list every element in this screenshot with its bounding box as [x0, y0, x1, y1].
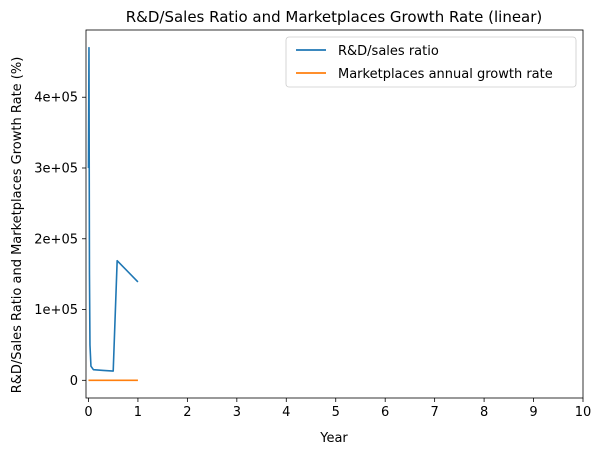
- legend-label-rd-sales: R&D/sales ratio: [338, 44, 439, 59]
- y-axis-ticks: 0 1e+05 2e+05 3e+05 4e+05: [34, 91, 86, 389]
- legend: R&D/sales ratio Marketplaces annual grow…: [285, 36, 577, 88]
- plot-area: [85, 29, 584, 399]
- x-tick-label: 10: [575, 405, 592, 420]
- x-tick-label: 7: [431, 405, 439, 420]
- x-tick-label: 3: [233, 405, 241, 420]
- x-tick-label: 0: [84, 405, 92, 420]
- legend-label-marketplaces-growth: Marketplaces annual growth rate: [338, 67, 553, 82]
- y-tick-label: 2e+05: [34, 232, 78, 247]
- plot-frame: [85, 29, 584, 399]
- y-tick-label: 0: [70, 374, 78, 389]
- x-tick-label: 2: [183, 405, 191, 420]
- x-tick-label: 5: [332, 405, 340, 420]
- x-tick-label: 9: [529, 405, 537, 420]
- y-tick-label: 3e+05: [34, 162, 78, 177]
- x-tick-label: 6: [381, 405, 389, 420]
- x-tick-label: 1: [134, 405, 142, 420]
- x-axis-label: Year: [319, 431, 348, 446]
- x-axis-ticks: 0 1 2 3 4 5 6 7 8 9 10: [84, 398, 591, 420]
- series-layer: [87, 46, 139, 382]
- y-axis-label: R&D/Sales Ratio and Marketplaces Growth …: [10, 57, 25, 394]
- series-line-0: [87, 46, 139, 372]
- y-tick-label: 4e+05: [34, 91, 78, 106]
- legend-box: [285, 36, 577, 88]
- chart-title: R&D/Sales Ratio and Marketplaces Growth …: [126, 8, 543, 26]
- x-tick-label: 8: [480, 405, 488, 420]
- x-tick-label: 4: [282, 405, 290, 420]
- y-tick-label: 1e+05: [34, 303, 78, 318]
